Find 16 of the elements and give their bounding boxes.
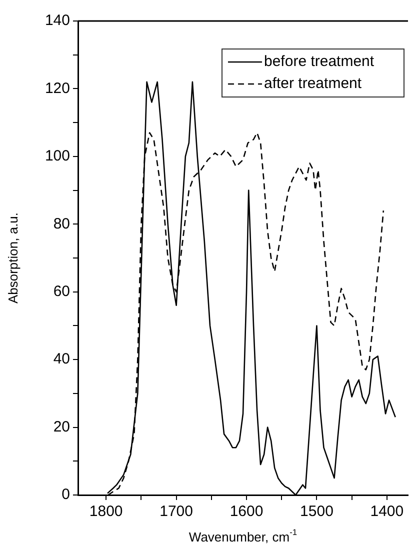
x-tick-label: 1700 [160, 503, 193, 520]
x-tick-label: 1400 [370, 503, 404, 520]
x-tick-label: 1800 [89, 503, 123, 520]
y-tick-label: 20 [53, 418, 70, 436]
x-tick-label: 1500 [300, 503, 334, 520]
y-tick-label: 100 [44, 148, 70, 165]
y-tick-label: 80 [53, 215, 70, 232]
legend-label: before treatment [264, 53, 375, 70]
legend-label: after treatment [264, 75, 362, 92]
y-tick-label: 60 [53, 283, 70, 300]
y-tick-label: 120 [44, 80, 70, 97]
y-tick-label: 40 [53, 350, 70, 368]
y-tick-label: 0 [62, 486, 70, 504]
y-tick-label: 140 [44, 12, 70, 30]
x-tick-label: 1600 [230, 503, 264, 520]
y-axis-title: Absorption, a.u. [6, 212, 21, 304]
